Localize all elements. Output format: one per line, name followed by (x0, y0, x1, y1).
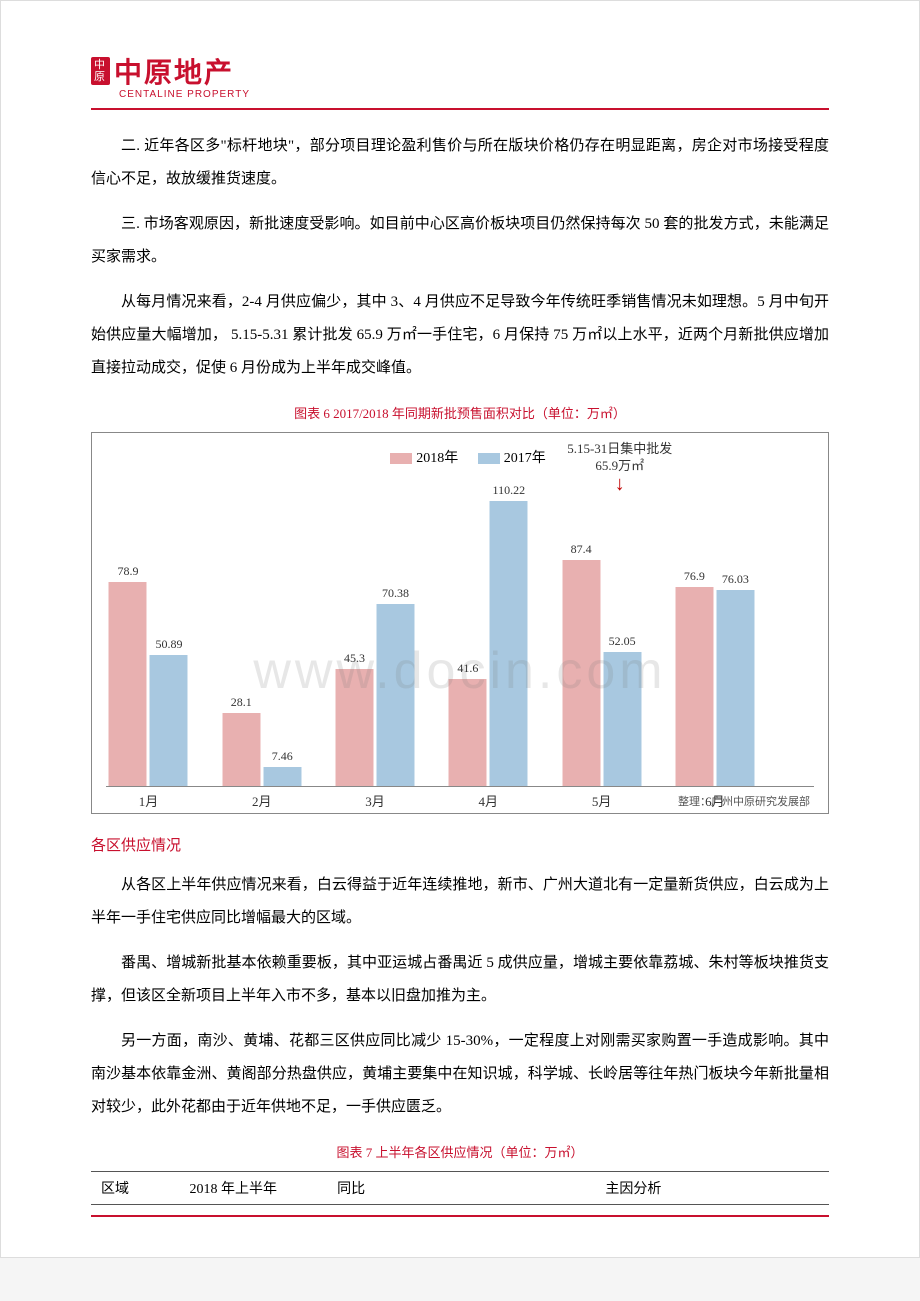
x-tick: 1月 (139, 791, 159, 810)
paragraph-districts-1: 从各区上半年供应情况来看，白云得益于近年连续推地，新市、广州大道北有一定量新货供… (91, 869, 829, 935)
bar-2017: 110.22 (490, 501, 528, 786)
brand-logo: 中 原 中原地产 CENTALINE PROPERTY (91, 51, 829, 100)
bar-2018: 76.9 (675, 587, 713, 786)
chart-6-title: 图表 6 2017/2018 年同期新批预售面积对比（单位：万㎡） (91, 403, 829, 422)
chart-plot-area: 78.950.8928.17.4645.370.3841.6110.2287.4… (106, 477, 814, 787)
section-heading-districts: 各区供应情况 (91, 834, 829, 855)
bar-2017: 52.05 (603, 652, 641, 786)
bar-label: 7.46 (263, 749, 301, 764)
paragraph-districts-2: 番禺、增城新批基本依赖重要板，其中亚运城占番禺近 5 成供应量，增城主要依靠荔城… (91, 947, 829, 1013)
legend-label-2017: 2017年 (504, 451, 546, 466)
bar-2017: 70.38 (377, 604, 415, 786)
chart-6: 2018年 2017年 5.15-31日集中批发 65.9万㎡ ↓ 78.950… (91, 432, 829, 814)
logo-english: CENTALINE PROPERTY (119, 89, 829, 100)
bar-2018: 41.6 (449, 679, 487, 786)
x-tick: 4月 (479, 791, 499, 810)
document-page: 中 原 中原地产 CENTALINE PROPERTY 二. 近年各区多"标杆地… (0, 0, 920, 1258)
chart-x-axis: 1月 2月 3月 4月 5月 6月 (106, 791, 814, 811)
table-7: 区域 2018 年上半年 同比 主因分析 (91, 1171, 829, 1205)
paragraph-monthly: 从每月情况来看，2-4 月供应偏少，其中 3、4 月供应不足导致今年传统旺季销售… (91, 286, 829, 385)
bar-2018: 87.4 (562, 560, 600, 786)
annotation-line1: 5.15-31日集中批发 (567, 441, 672, 456)
logo-chinese: 中 原 中原地产 (91, 51, 829, 91)
paragraph-2: 二. 近年各区多"标杆地块"，部分项目理论盈利售价与所在版块价格仍存在明显距离，… (91, 130, 829, 196)
bar-label: 110.22 (490, 483, 528, 498)
bar-label: 45.3 (336, 651, 374, 666)
chart-legend: 2018年 2017年 (102, 447, 818, 467)
bar-label: 41.6 (449, 661, 487, 676)
col-reason: 主因分析 (438, 1172, 829, 1205)
bar-group: 78.950.89 (109, 582, 188, 786)
bar-group: 76.976.03 (675, 587, 754, 786)
bar-2018: 45.3 (336, 669, 374, 786)
bar-2017: 50.89 (150, 655, 188, 786)
chart-7-title: 图表 7 上半年各区供应情况（单位：万㎡） (91, 1142, 829, 1161)
footer-divider (91, 1215, 829, 1217)
bar-label: 70.38 (377, 586, 415, 601)
legend-swatch-2017 (478, 453, 500, 464)
bar-label: 52.05 (603, 634, 641, 649)
bar-label: 28.1 (222, 695, 260, 710)
legend-swatch-2018 (390, 453, 412, 464)
logo-badge-top: 中 (94, 59, 107, 71)
bar-label: 76.03 (716, 572, 754, 587)
logo-cn-text: 中原地产 (114, 51, 234, 91)
col-2018h1: 2018 年上半年 (180, 1172, 328, 1205)
bar-label: 76.9 (675, 569, 713, 584)
col-region: 区域 (91, 1172, 180, 1205)
annotation-line2: 65.9万㎡ (595, 458, 644, 473)
logo-badge-bottom: 原 (94, 71, 107, 83)
x-tick: 5月 (592, 791, 612, 810)
x-tick: 3月 (365, 791, 385, 810)
bar-group: 28.17.46 (222, 713, 301, 786)
logo-badge: 中 原 (91, 57, 110, 85)
bar-2018: 28.1 (222, 713, 260, 786)
paragraph-districts-3: 另一方面，南沙、黄埔、花都三区供应同比减少 15-30%，一定程度上对刚需买家购… (91, 1025, 829, 1124)
district-table: 区域 2018 年上半年 同比 主因分析 (91, 1171, 829, 1205)
legend-label-2018: 2018年 (416, 451, 458, 466)
bar-group: 41.6110.22 (449, 501, 528, 786)
bar-2018: 78.9 (109, 582, 147, 786)
bar-label: 50.89 (150, 637, 188, 652)
bar-group: 87.452.05 (562, 560, 641, 786)
bar-label: 78.9 (109, 564, 147, 579)
header-divider (91, 108, 829, 110)
paragraph-3: 三. 市场客观原因，新批速度受影响。如目前中心区高价板块项目仍然保持每次 50 … (91, 208, 829, 274)
x-tick: 2月 (252, 791, 272, 810)
bar-label: 87.4 (562, 542, 600, 557)
x-tick: 6月 (705, 791, 725, 810)
table-header-row: 区域 2018 年上半年 同比 主因分析 (91, 1172, 829, 1205)
bar-2017: 76.03 (716, 590, 754, 786)
col-yoy: 同比 (327, 1172, 438, 1205)
bar-group: 45.370.38 (336, 604, 415, 786)
bar-2017: 7.46 (263, 767, 301, 786)
